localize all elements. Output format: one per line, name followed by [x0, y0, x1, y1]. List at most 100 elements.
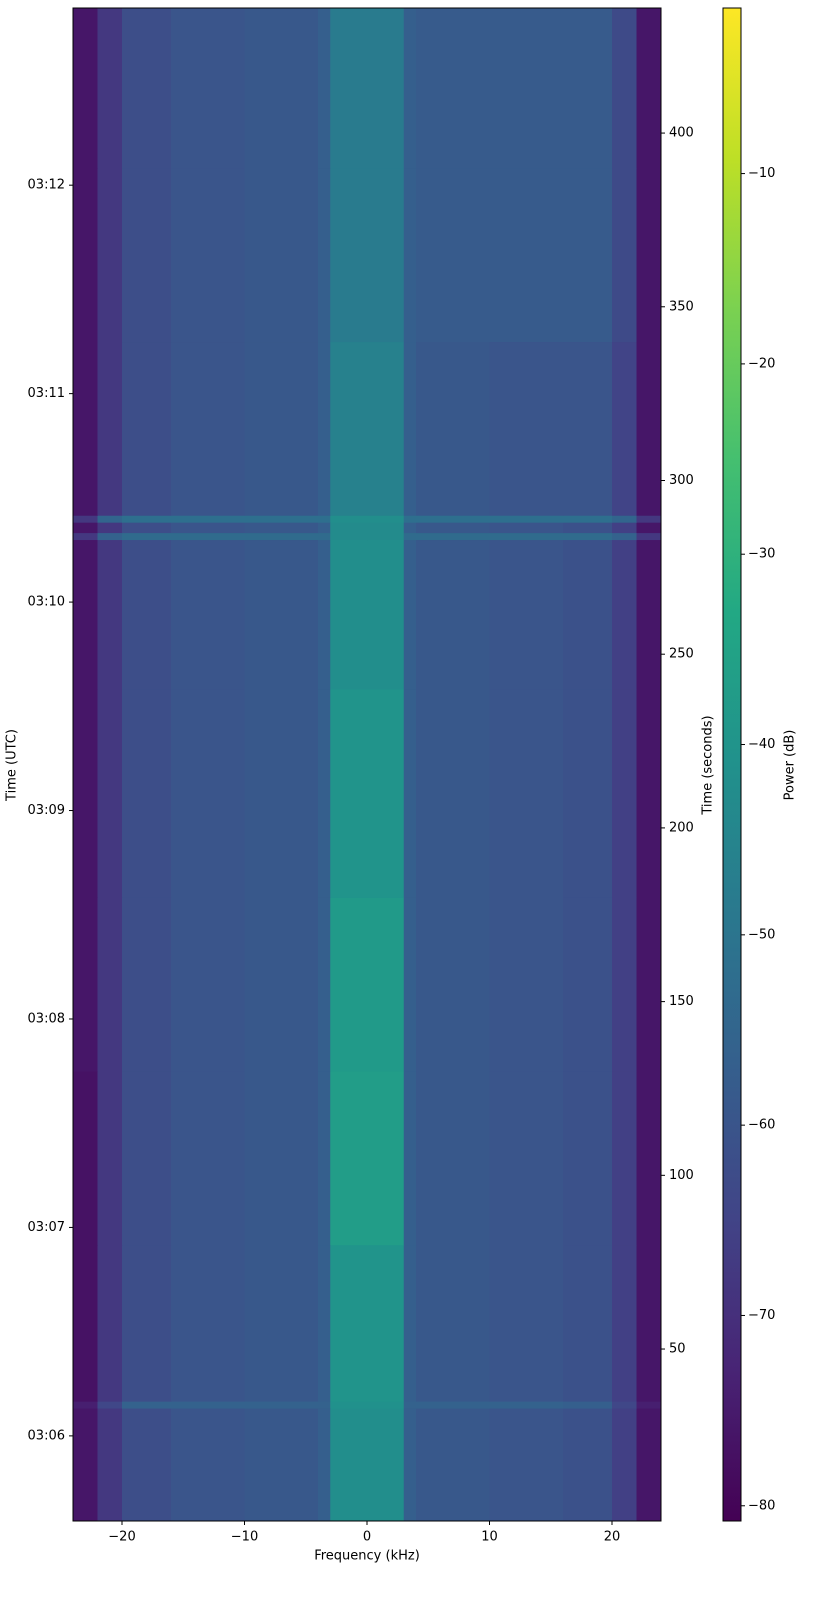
heatmap-cell [122, 1401, 172, 1409]
heatmap-cell [73, 1408, 98, 1522]
y-tick-label: 03:08 [28, 1011, 65, 1026]
heatmap-cell [330, 515, 368, 523]
heatmap-cell [171, 1244, 245, 1402]
y2-axis-title: Time (seconds) [701, 715, 716, 815]
heatmap-cell [403, 1071, 417, 1246]
heatmap-cell [489, 341, 564, 516]
heatmap-cell [563, 688, 613, 898]
heatmap-cell [489, 532, 564, 541]
heatmap-cell [636, 8, 662, 169]
colorbar [722, 7, 742, 1522]
heatmap-cell [171, 522, 245, 534]
heatmap-cell [244, 167, 319, 343]
heatmap-cell [416, 539, 490, 690]
heatmap-cell [73, 522, 98, 534]
heatmap-cell [73, 532, 98, 541]
heatmap-cell [244, 522, 319, 534]
heatmap-cell [367, 897, 405, 1072]
heatmap-cell [416, 532, 490, 541]
heatmap-cell [612, 167, 637, 343]
heatmap-cell [318, 522, 331, 534]
heatmap-cell [636, 1071, 662, 1246]
heatmap-cell [97, 1071, 123, 1246]
y2-tick-label: 350 [669, 299, 694, 314]
heatmap-cell [171, 515, 245, 523]
heatmap-cell [244, 1071, 319, 1246]
heatmap-cell [636, 897, 662, 1072]
heatmap-cell [244, 539, 319, 690]
heatmap-cell [563, 1401, 613, 1409]
heatmap-cell [367, 532, 405, 541]
heatmap-cell [73, 341, 98, 516]
heatmap-cell [416, 688, 490, 898]
y-tick-label: 03:12 [28, 178, 65, 193]
heatmap-cell [489, 688, 564, 898]
heatmap-cell [636, 532, 662, 541]
heatmap-cell [416, 1408, 490, 1522]
heatmap-cell [636, 539, 662, 690]
heatmap-cell [563, 167, 613, 343]
heatmap-cell [403, 688, 417, 898]
heatmap-cell [612, 897, 637, 1072]
heatmap-cell [171, 532, 245, 541]
heatmap-cell [367, 1408, 405, 1522]
heatmap-cell [489, 8, 564, 169]
heatmap-cell [330, 8, 368, 169]
heatmap-cell [318, 1244, 331, 1402]
heatmap-cell [416, 341, 490, 516]
heatmap-cell [73, 515, 98, 523]
heatmap-cell [563, 8, 613, 169]
heatmap-cell [330, 167, 368, 343]
heatmap-cell [73, 688, 98, 898]
heatmap-cell [612, 1071, 637, 1246]
y-tick-label: 03:07 [28, 1220, 65, 1235]
heatmap-cell [330, 532, 368, 541]
y-axis-title: Time (UTC) [5, 729, 20, 802]
x-tick-label: 0 [363, 1530, 371, 1545]
heatmap-cell [73, 897, 98, 1072]
heatmap-cell [171, 1401, 245, 1409]
heatmap-cell [489, 1071, 564, 1246]
heatmap-cell [318, 897, 331, 1072]
y-tick-label: 03:06 [28, 1428, 65, 1443]
heatmap-cell [122, 515, 172, 523]
heatmap-cell [97, 1408, 123, 1522]
heatmap-cell [97, 1244, 123, 1402]
heatmap-cell [489, 1244, 564, 1402]
heatmap [73, 8, 662, 1522]
heatmap-cell [244, 1408, 319, 1522]
heatmap-cell [367, 341, 405, 516]
heatmap-cell [171, 167, 245, 343]
heatmap-cell [171, 1408, 245, 1522]
heatmap-cell [367, 167, 405, 343]
colorbar-tick-label: −20 [748, 356, 775, 371]
heatmap-cell [318, 532, 331, 541]
colorbar-tick-label: −30 [748, 547, 775, 562]
y2-tick-label: 300 [669, 473, 694, 488]
heatmap-cell [330, 522, 368, 534]
y2-tick-label: 100 [669, 1168, 694, 1183]
colorbar-tick-label: −80 [748, 1498, 775, 1513]
heatmap-cell [612, 688, 637, 898]
heatmap-cell [330, 1408, 368, 1522]
heatmap-cell [330, 897, 368, 1072]
heatmap-cell [489, 167, 564, 343]
heatmap-cell [122, 1408, 172, 1522]
y-tick-label: 03:09 [28, 803, 65, 818]
heatmap-cell [403, 1408, 417, 1522]
heatmap-cell [403, 515, 417, 523]
heatmap-cell [97, 897, 123, 1072]
heatmap-cell [171, 897, 245, 1072]
heatmap-cell [416, 167, 490, 343]
heatmap-cell [122, 341, 172, 516]
heatmap-cell [416, 897, 490, 1072]
heatmap-cell [97, 522, 123, 534]
heatmap-cell [612, 539, 637, 690]
heatmap-cell [171, 539, 245, 690]
heatmap-cell [367, 1071, 405, 1246]
heatmap-cell [171, 341, 245, 516]
heatmap-cell [636, 515, 662, 523]
heatmap-cell [403, 167, 417, 343]
heatmap-cell [367, 1401, 405, 1409]
heatmap-cell [318, 515, 331, 523]
